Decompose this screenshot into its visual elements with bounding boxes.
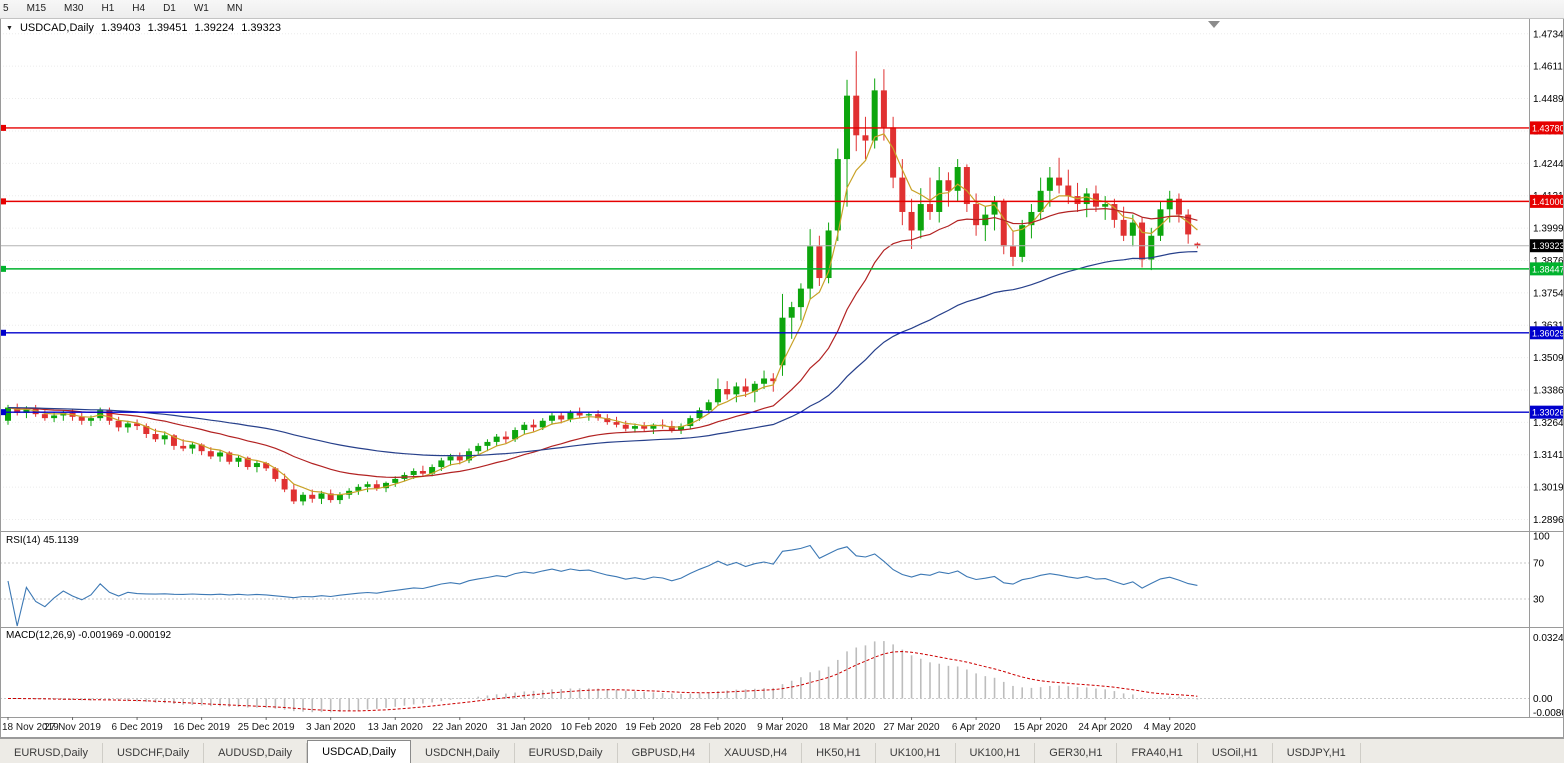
svg-text:1.33865: 1.33865	[1533, 385, 1564, 396]
svg-text:30: 30	[1533, 595, 1545, 606]
svg-text:27 Mar 2020: 27 Mar 2020	[883, 722, 940, 733]
macd-panel: 0.032493 0.00 -0.008086	[0, 633, 1564, 719]
svg-text:0.032493: 0.032493	[1533, 633, 1564, 644]
rsi-panel: 100 70 30	[0, 532, 1550, 627]
svg-text:1.33026: 1.33026	[1532, 408, 1564, 418]
svg-text:28 Feb 2020: 28 Feb 2020	[690, 722, 747, 733]
ohlc-high: 1.39451	[147, 22, 188, 34]
symbol-tab-eurusd-daily[interactable]: EURUSD,Daily	[0, 743, 103, 763]
moving-averages-layer	[7, 133, 1198, 496]
svg-text:22 Jan 2020: 22 Jan 2020	[432, 722, 487, 733]
svg-text:1.39323: 1.39323	[1532, 241, 1564, 251]
symbol-tab-hk50-h1[interactable]: HK50,H1	[802, 743, 876, 763]
svg-text:1.38765: 1.38765	[1533, 256, 1564, 267]
symbol-tab-usdcnh-daily[interactable]: USDCNH,Daily	[411, 743, 515, 763]
svg-text:1.30190: 1.30190	[1533, 483, 1564, 494]
timeframe-button-m15[interactable]: M15	[26, 3, 47, 14]
timeframe-button-w1[interactable]: W1	[193, 3, 209, 14]
svg-text:19 Feb 2020: 19 Feb 2020	[625, 722, 682, 733]
svg-text:18 Mar 2020: 18 Mar 2020	[819, 722, 876, 733]
timeframe-toolbar: 5 M15 M30 H1 H4 D1 W1 MN	[0, 0, 1564, 19]
symbol-tab-bar: EURUSD,Daily USDCHF,Daily AUDUSD,Daily USDC…	[0, 738, 1564, 763]
svg-text:31 Jan 2020: 31 Jan 2020	[497, 722, 552, 733]
svg-text:18 Nov 2019: 18 Nov 2019	[2, 722, 59, 733]
svg-text:1.35090: 1.35090	[1533, 353, 1564, 364]
timeframe-button-5[interactable]: 5	[3, 3, 9, 14]
svg-text:1.42440: 1.42440	[1533, 159, 1564, 170]
svg-text:16 Dec 2019: 16 Dec 2019	[173, 722, 230, 733]
current-price-marker: 1.39323	[0, 239, 1564, 253]
svg-text:1.41000: 1.41000	[1532, 197, 1564, 207]
svg-text:-0.008086: -0.008086	[1533, 708, 1564, 719]
macd-indicator-label: MACD(12,26,9) -0.001969 -0.000192	[6, 630, 172, 641]
symbol-tab-usoil-h1[interactable]: USOil,H1	[1198, 743, 1273, 763]
svg-text:1.32640: 1.32640	[1533, 418, 1564, 429]
svg-text:1.31415: 1.31415	[1533, 450, 1564, 461]
svg-text:1.46115: 1.46115	[1533, 62, 1564, 73]
svg-text:4 May 2020: 4 May 2020	[1144, 722, 1197, 733]
symbol-tab-usdchf-daily[interactable]: USDCHF,Daily	[103, 743, 205, 763]
svg-text:1.47340: 1.47340	[1533, 29, 1564, 40]
svg-text:100: 100	[1533, 532, 1550, 543]
symbol-tab-uk100-h1[interactable]: UK100,H1	[956, 743, 1036, 763]
symbol-tab-ger30-h1[interactable]: GER30,H1	[1035, 743, 1118, 763]
svg-text:0.00: 0.00	[1533, 694, 1553, 705]
timeframe-button-h1[interactable]: H1	[101, 3, 115, 14]
symbol-tab-xauusd-h4[interactable]: XAUUSD,H4	[710, 743, 803, 763]
svg-text:1.37540: 1.37540	[1533, 288, 1564, 299]
svg-text:1.38447: 1.38447	[1532, 264, 1564, 274]
ohlc-close: 1.39323	[241, 22, 281, 34]
svg-text:6 Apr 2020: 6 Apr 2020	[952, 722, 1001, 733]
svg-text:1.28965: 1.28965	[1533, 515, 1564, 526]
svg-text:70: 70	[1533, 559, 1545, 570]
ohlc-open: 1.39403	[100, 22, 141, 34]
symbol-tab-eurusd-daily[interactable]: EURUSD,Daily	[515, 743, 618, 763]
symbol-tab-usdjpy-h1[interactable]: USDJPY,H1	[1273, 743, 1361, 763]
svg-text:10 Feb 2020: 10 Feb 2020	[561, 722, 618, 733]
symbol-tab-usdcad-daily[interactable]: USDCAD,Daily	[307, 740, 412, 763]
svg-text:1.39990: 1.39990	[1533, 224, 1564, 235]
symbol-tab-uk100-h1[interactable]: UK100,H1	[876, 743, 956, 763]
symbol-tab-audusd-daily[interactable]: AUDUSD,Daily	[204, 743, 308, 763]
timeframe-button-h4[interactable]: H4	[132, 3, 146, 14]
svg-text:6 Dec 2019: 6 Dec 2019	[112, 722, 164, 733]
timeframe-button-m30[interactable]: M30	[64, 3, 84, 14]
svg-text:3 Jan 2020: 3 Jan 2020	[306, 722, 356, 733]
svg-text:25 Dec 2019: 25 Dec 2019	[238, 722, 295, 733]
chart-ohlc-header: ▼ USDCAD,Daily 1.39403 1.39451 1.39224 1…	[6, 22, 281, 34]
svg-text:1.44890: 1.44890	[1533, 94, 1564, 105]
svg-text:27 Nov 2019: 27 Nov 2019	[44, 722, 101, 733]
svg-text:1.43780: 1.43780	[1532, 123, 1564, 133]
svg-text:15 Apr 2020: 15 Apr 2020	[1014, 722, 1068, 733]
svg-text:24 Apr 2020: 24 Apr 2020	[1078, 722, 1132, 733]
symbol-tab-fra40-h1[interactable]: FRA40,H1	[1117, 743, 1198, 763]
chart-surface[interactable]: 1.473401.461151.448901.436651.424401.412…	[0, 0, 1564, 740]
rsi-indicator-label: RSI(14) 45.1139	[6, 535, 79, 546]
chart-symbol: USDCAD,Daily	[19, 22, 94, 34]
window-menu-icon: ▼	[6, 24, 13, 32]
timeframe-button-mn[interactable]: MN	[226, 3, 243, 14]
level-lines-layer[interactable]: 1.43780 1.41000 1.38447 1.36029 1.33026	[0, 121, 1564, 419]
symbol-tab-gbpusd-h4[interactable]: GBPUSD,H4	[618, 743, 711, 763]
svg-text:13 Jan 2020: 13 Jan 2020	[368, 722, 423, 733]
svg-text:9 Mar 2020: 9 Mar 2020	[757, 722, 808, 733]
svg-text:1.36029: 1.36029	[1532, 328, 1564, 338]
ohlc-low: 1.39224	[194, 22, 235, 34]
chart-shift-marker-icon[interactable]	[1208, 21, 1220, 28]
timeframe-button-d1[interactable]: D1	[163, 3, 176, 14]
svg-text:1.36315: 1.36315	[1533, 321, 1564, 332]
